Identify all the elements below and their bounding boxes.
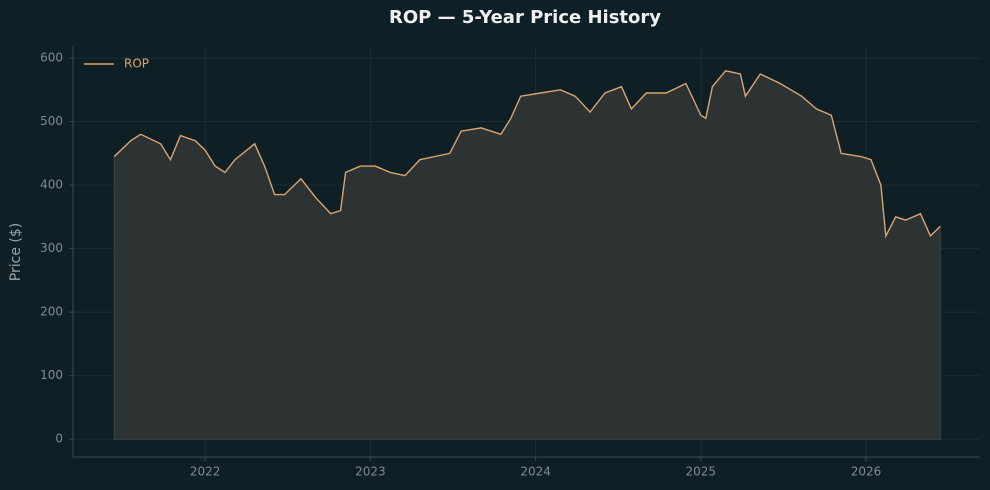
y-axis-label: Price ($) (8, 223, 24, 281)
y-tick-label: 100 (40, 368, 63, 382)
x-tick-label: 2025 (686, 465, 717, 479)
chart-title: ROP — 5-Year Price History (389, 7, 661, 28)
y-tick-label: 500 (40, 114, 63, 128)
y-tick-label: 400 (40, 178, 63, 192)
x-tick-label: 2024 (520, 465, 551, 479)
y-tick-label: 0 (55, 432, 63, 446)
x-tick-label: 2026 (851, 465, 882, 479)
y-tick-label: 200 (40, 305, 63, 319)
y-tick-label: 300 (40, 241, 63, 255)
line (113, 70, 941, 239)
y-tick-label: 600 (40, 51, 63, 65)
x-tick-label: 2022 (190, 465, 221, 479)
x-tick-label: 2023 (355, 465, 386, 479)
legend-label: ROP (124, 57, 149, 71)
